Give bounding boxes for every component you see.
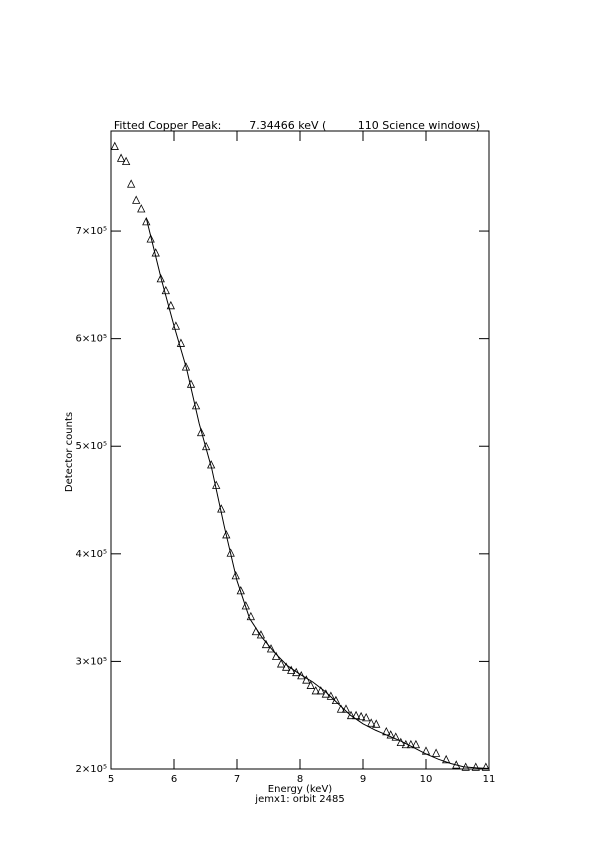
y-tick-label: 6×10⁵ [76,334,107,345]
x-tick-label: 5 [108,774,114,785]
data-point [266,644,276,653]
data-point [226,548,235,557]
y-tick-label: 5×10⁵ [76,441,107,452]
x-tick-label: 7 [234,774,240,785]
data-point [442,754,451,764]
chart-subtitle: jemx1: orbit 2485 [254,794,344,805]
x-tick-label: 11 [483,774,496,785]
data-point [292,667,301,677]
y-tick-label: 3×10⁵ [76,656,107,667]
data-point [110,141,119,150]
data-point [236,586,245,595]
data-point [336,704,346,713]
data-point [256,630,266,639]
y-tick-label: 4×10⁵ [76,549,107,560]
data-point [137,204,146,213]
data-point [276,659,286,668]
fit-line [145,218,490,769]
data-point [121,156,131,166]
data-point [132,195,141,204]
data-point [372,719,381,728]
data-point [297,671,306,680]
data-point [146,234,155,243]
data-point [156,274,165,283]
data-point [431,748,441,757]
y-tick-label: 2×10⁵ [76,764,107,775]
x-tick-label: 8 [297,774,303,785]
x-tick-label: 9 [360,774,366,785]
x-axis-label: Energy (keV) [268,784,333,795]
data-point [411,739,421,749]
data-point [386,730,395,739]
data-point [116,153,126,162]
x-tick-label: 10 [420,774,433,785]
data-point [406,739,416,749]
data-point [316,686,325,695]
data-point [222,530,231,539]
data-point [346,710,356,720]
data-point [166,300,175,310]
chart-title: Fitted Copper Peak: 7.34466 keV ( 110 Sc… [114,119,480,132]
data-point [127,179,136,188]
data-point [356,711,366,721]
data-point [471,762,480,771]
y-tick-label: 7×10⁵ [76,226,107,237]
data-point [306,680,315,689]
data-point [362,712,371,722]
x-tick-label: 6 [171,774,177,785]
data-point [181,362,191,371]
y-axis-label: Detector counts [64,412,75,492]
data-point [391,732,400,741]
data-point [481,762,490,771]
data-point [142,216,151,226]
data-point [196,427,206,437]
data-point [231,570,240,580]
data-point [281,662,291,671]
data-point [367,718,376,727]
data-point [311,686,320,695]
data-point [241,601,250,610]
